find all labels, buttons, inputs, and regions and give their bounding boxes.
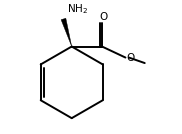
Text: O: O — [99, 12, 108, 22]
Text: NH$_2$: NH$_2$ — [67, 2, 88, 16]
Text: O: O — [126, 53, 135, 63]
Polygon shape — [61, 18, 72, 46]
